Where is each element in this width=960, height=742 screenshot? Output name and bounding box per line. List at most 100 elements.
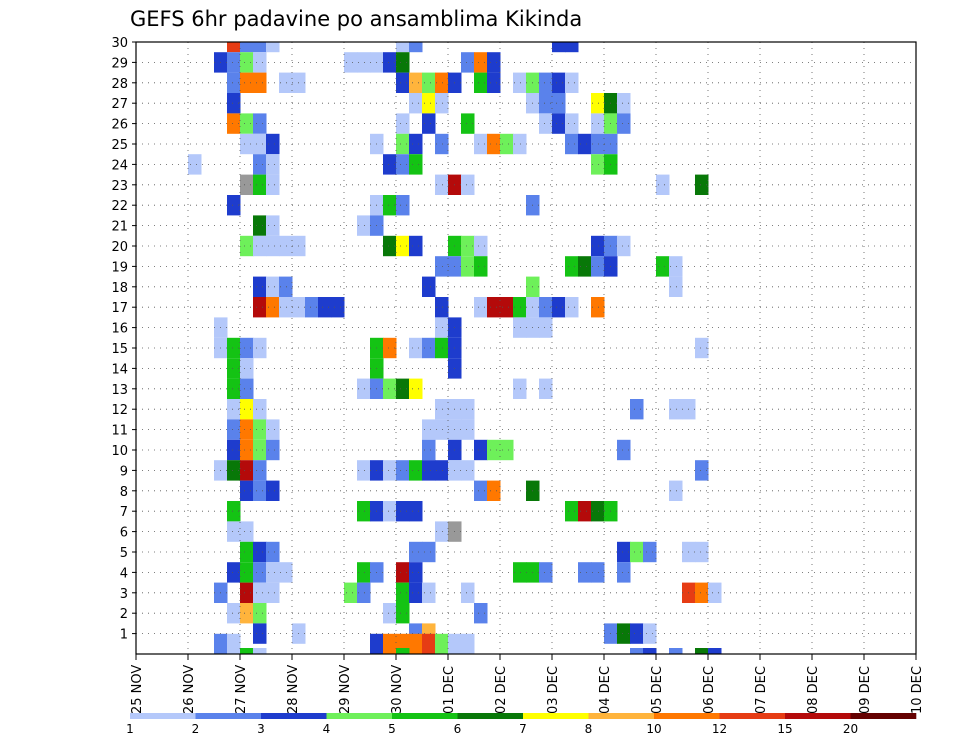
x-tick-label: 05 DEC [650, 666, 665, 714]
x-tick-label: 02 DEC [494, 666, 509, 714]
heatmap-cell [396, 562, 410, 583]
heatmap-cell [630, 541, 644, 563]
x-tick-label: 03 DEC [546, 666, 561, 714]
heatmap-cell [396, 133, 410, 155]
heatmap-cell [253, 582, 267, 603]
heatmap-cell [474, 72, 488, 93]
colorbar-label: 6 [454, 722, 462, 736]
colorbar: 1 2 3 4 5 6 7 8 10 12 15 20 [126, 713, 917, 736]
heatmap-cell [227, 439, 241, 461]
y-tick-label: 2 [120, 607, 128, 622]
heatmap-cell [253, 215, 267, 236]
heatmap-cell [578, 501, 592, 522]
heatmap-cell [591, 93, 605, 114]
heatmap-cell [474, 235, 488, 257]
heatmap-cell [435, 419, 449, 440]
heatmap-cell [695, 648, 709, 654]
heatmap-cell [409, 501, 423, 522]
heatmap-cell [422, 113, 436, 134]
colorbar-segment [195, 713, 262, 719]
heatmap-cell [227, 93, 241, 114]
y-tick-label: 19 [111, 260, 128, 275]
y-tick-label: 6 [120, 526, 128, 541]
colorbar-segment [392, 713, 458, 719]
heatmap-cell [253, 541, 267, 563]
heatmap-cell [357, 215, 371, 236]
heatmap-cell [396, 72, 410, 93]
heatmap-cell [227, 419, 241, 440]
heatmap-cell [565, 133, 579, 155]
x-tick-label: 10 DEC [910, 666, 925, 714]
heatmap-cell [188, 154, 202, 175]
heatmap-cell [240, 541, 254, 563]
heatmap-cell [513, 297, 527, 318]
heatmap-cell [500, 439, 514, 461]
heatmap-cell [240, 133, 254, 155]
colorbar-label: 7 [519, 722, 527, 736]
y-tick-label: 29 [111, 56, 128, 71]
heatmap-cell [344, 52, 358, 73]
heatmap-cell [227, 72, 241, 93]
heatmap-cell [383, 460, 397, 481]
heatmap-cell [409, 541, 423, 563]
heatmap-cell [409, 633, 423, 654]
heatmap-cell [383, 52, 397, 73]
heatmap-cell [266, 174, 280, 195]
heatmap-cell [565, 113, 579, 134]
heatmap-cell [253, 154, 267, 175]
heatmap-cell [435, 399, 449, 420]
heatmap-cell [253, 399, 267, 420]
chart-title: GEFS 6hr padavine po ansamblima Kikinda [130, 7, 582, 31]
heatmap-cell [396, 501, 410, 522]
heatmap-cell [396, 154, 410, 175]
y-tick-label: 15 [111, 342, 128, 357]
colorbar-segment [654, 713, 720, 719]
x-tick-label: 28 NOV [286, 665, 301, 714]
heatmap-cell [279, 562, 293, 583]
heatmap-cell [422, 93, 436, 114]
heatmap-cell [253, 133, 267, 155]
heatmap-cell [630, 399, 644, 420]
heatmap-cell [253, 42, 267, 53]
heatmap-cell [435, 460, 449, 481]
heatmap-cell [591, 562, 605, 583]
heatmap-cell [474, 256, 488, 277]
heatmap-cell [409, 378, 423, 399]
heatmap-cell [409, 133, 423, 155]
heatmap-cell [422, 72, 436, 93]
heatmap-cell [695, 174, 709, 195]
heatmap-cell [591, 256, 605, 277]
y-tick-label: 26 [111, 118, 128, 133]
heatmap-cell [591, 133, 605, 155]
heatmap-cell [253, 113, 267, 134]
heatmap-cell [669, 399, 683, 420]
heatmap-cell [240, 174, 254, 195]
heatmap-cell [617, 235, 631, 257]
colorbar-label: 5 [388, 722, 396, 736]
heatmap-cell [461, 113, 475, 134]
heatmap-cell [253, 276, 267, 297]
heatmap-cell [266, 154, 280, 175]
heatmap-cell [240, 52, 254, 73]
colorbar-label: 8 [585, 722, 593, 736]
heatmap-cell [396, 195, 410, 216]
heatmap-cell [461, 633, 475, 654]
heatmap-cell [279, 297, 293, 318]
heatmap-cell [357, 562, 371, 583]
heatmap-cell [370, 633, 384, 654]
heatmap-cell [240, 648, 254, 654]
heatmap-cell [253, 562, 267, 583]
y-tick-label: 16 [111, 322, 128, 337]
x-tick-label: 07 DEC [754, 666, 769, 714]
heatmap-cell [396, 52, 410, 73]
heatmap-cell [227, 337, 241, 359]
heatmap-cell [708, 582, 722, 603]
heatmap-cell [643, 648, 657, 654]
heatmap-cell [253, 235, 267, 257]
y-tick-label: 28 [111, 77, 128, 92]
colorbar-segment [523, 713, 589, 719]
heatmap-cell [279, 235, 293, 257]
colorbar-label: 12 [712, 722, 727, 736]
heatmap-cell [539, 317, 553, 338]
